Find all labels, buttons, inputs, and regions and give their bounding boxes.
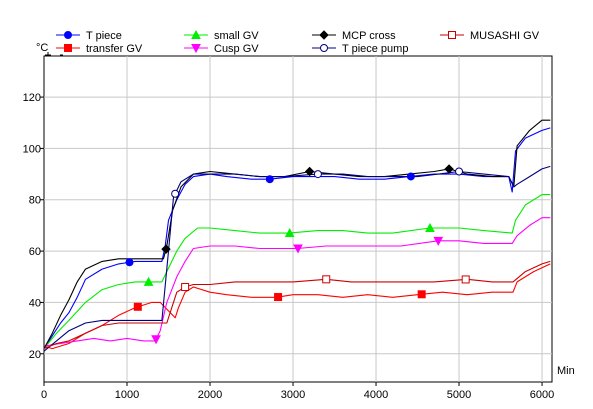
y-tick-label: 20 — [29, 349, 41, 361]
series-point-6 — [181, 283, 190, 292]
series-line-1 — [43, 263, 551, 350]
series-lines — [43, 119, 551, 352]
series-line-5 — [43, 165, 551, 352]
series-point-4 — [161, 244, 171, 254]
y-tick-label: 100 — [23, 143, 41, 155]
legend-marker — [64, 44, 72, 52]
series-line-3 — [43, 217, 551, 347]
x-tick-label: 5000 — [447, 389, 471, 401]
legend-label: Cusp GV — [214, 43, 259, 55]
legend-marker — [448, 31, 456, 39]
legend-label: small GV — [214, 30, 259, 42]
series-point-5 — [313, 170, 322, 179]
axes: 0 1000 2000 3000 4000 5000 6000 20 40 60 80 100 120 — [23, 92, 555, 401]
series-point-5 — [455, 167, 464, 176]
series-point-2 — [143, 276, 154, 286]
series-point-0 — [125, 258, 134, 267]
legend-marker — [320, 44, 328, 52]
series-point-2 — [425, 222, 435, 232]
legend-label: MCP cross — [342, 30, 396, 42]
series-point-5 — [171, 189, 180, 198]
series-point-0 — [265, 175, 274, 184]
x-axis-unit: Min — [557, 365, 575, 377]
series-markers — [125, 164, 470, 345]
y-axis-unit: °C — [36, 42, 48, 54]
x-tick-label: 3000 — [281, 389, 305, 401]
legend-label: MUSASHI GV — [470, 30, 540, 42]
legend-label: T piece pump — [342, 43, 408, 55]
series-point-1 — [133, 302, 142, 311]
series-point-2 — [284, 227, 295, 238]
series-point-1 — [274, 293, 283, 302]
x-tick-label: 0 — [41, 389, 47, 401]
y-tick-label: 80 — [29, 195, 41, 207]
legend-marker — [191, 29, 201, 39]
x-tick-label: 2000 — [198, 389, 222, 401]
grid — [44, 56, 552, 382]
plot-area — [43, 55, 553, 383]
y-tick-label: 40 — [29, 297, 41, 309]
series-point-6 — [322, 275, 331, 284]
series-line-6 — [43, 260, 551, 350]
series-point-6 — [461, 275, 470, 284]
series-point-3 — [293, 244, 303, 254]
x-tick-label: 4000 — [364, 389, 388, 401]
y-tick-label: 60 — [29, 246, 41, 258]
x-tick-label: 6000 — [530, 389, 554, 401]
series-line-2 — [43, 194, 551, 349]
series-point-1 — [417, 290, 426, 299]
legend-marker — [64, 31, 72, 39]
x-tick-label: 1000 — [115, 389, 139, 401]
legend-marker — [319, 30, 329, 40]
legend-marker — [191, 44, 201, 54]
legend-label: T piece — [86, 30, 122, 42]
series-point-4 — [304, 166, 315, 177]
series-point-3 — [433, 236, 444, 246]
series-point-0 — [406, 172, 415, 181]
series-point-4 — [444, 164, 454, 174]
y-tick-label: 120 — [23, 92, 41, 104]
series-point-3 — [151, 335, 161, 345]
legend-label: transfer GV — [86, 43, 143, 55]
